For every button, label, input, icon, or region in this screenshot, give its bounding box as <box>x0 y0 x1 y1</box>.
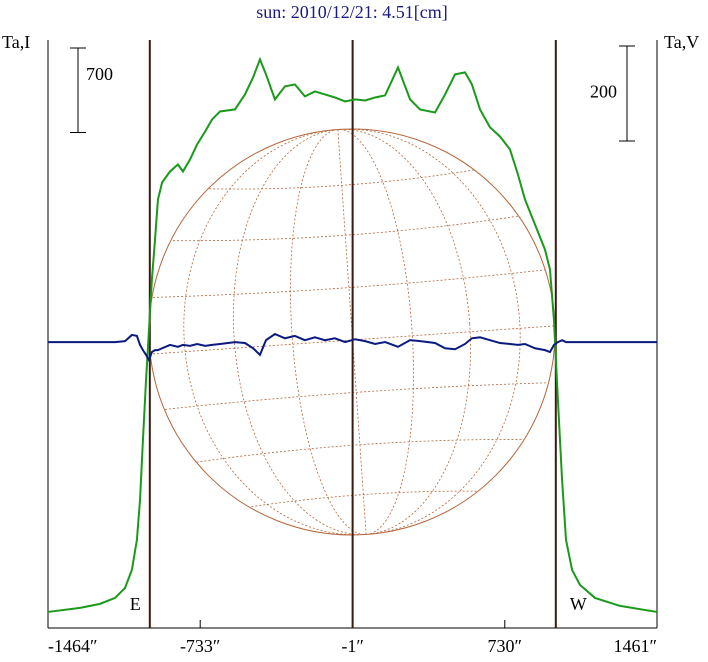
limb-label: W <box>570 594 587 614</box>
limb-label: E <box>130 594 141 614</box>
solar-disk <box>135 128 569 536</box>
x-tick-label: 730″ <box>488 636 523 656</box>
x-tick-label: -1464″ <box>48 636 98 656</box>
series-line <box>48 332 657 363</box>
y2-axis-label: Ta,V <box>664 32 699 52</box>
scale-bar-label: 200 <box>590 82 617 102</box>
scale-bar-label: 700 <box>86 64 113 84</box>
y-axis-label: Ta,I <box>2 32 30 52</box>
x-tick-label: -733″ <box>180 636 221 656</box>
series-line <box>47 56 658 613</box>
x-tick-label: -1″ <box>341 636 364 656</box>
x-tick-label: 1461″ <box>614 636 658 656</box>
chart-title: sun: 2010/12/21: 4.51[cm] <box>256 2 448 22</box>
